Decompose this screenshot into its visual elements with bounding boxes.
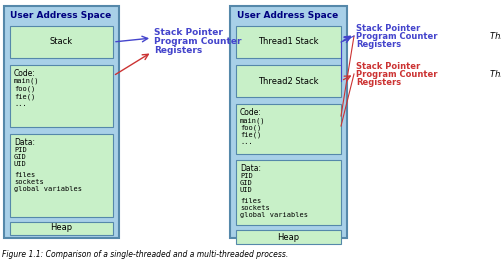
Text: main()
foo()
fie()
...: main() foo() fie() ... xyxy=(240,117,266,145)
Text: Data:: Data: xyxy=(240,164,261,173)
Bar xyxy=(10,134,113,217)
Bar xyxy=(236,160,341,225)
Text: PID
GID
UID: PID GID UID xyxy=(240,173,253,193)
Text: Thread2 Stack: Thread2 Stack xyxy=(258,77,318,85)
Bar xyxy=(10,26,113,58)
Text: files
sockets
global variables: files sockets global variables xyxy=(240,198,308,218)
Text: Program Counter: Program Counter xyxy=(356,70,437,79)
Bar xyxy=(236,26,341,58)
Text: Code:: Code: xyxy=(240,108,262,117)
Bar xyxy=(230,6,347,238)
Bar xyxy=(4,6,119,238)
Text: Heap: Heap xyxy=(50,224,72,232)
Bar xyxy=(236,65,341,97)
Text: Registers: Registers xyxy=(356,40,401,49)
Bar xyxy=(10,65,113,127)
Text: Stack Pointer: Stack Pointer xyxy=(356,24,420,33)
Text: Code:: Code: xyxy=(14,69,36,78)
Text: Registers: Registers xyxy=(154,46,202,55)
Text: Stack: Stack xyxy=(50,38,73,47)
Text: Thread 2: Thread 2 xyxy=(490,70,501,79)
Bar xyxy=(236,104,341,154)
Text: Figure 1.1: Comparison of a single-threaded and a multi-threaded process.: Figure 1.1: Comparison of a single-threa… xyxy=(2,250,288,259)
Text: Stack Pointer: Stack Pointer xyxy=(154,28,223,37)
Text: Thread1 Stack: Thread1 Stack xyxy=(258,38,318,47)
Text: main()
foo()
fie()
...: main() foo() fie() ... xyxy=(14,78,40,107)
Text: User Address Space: User Address Space xyxy=(11,12,112,21)
Text: PID
GID
UID: PID GID UID xyxy=(14,147,27,167)
Text: files
sockets
global variables: files sockets global variables xyxy=(14,172,82,192)
Bar xyxy=(10,222,113,235)
Text: Program Counter: Program Counter xyxy=(154,37,241,46)
Text: Program Counter: Program Counter xyxy=(356,32,437,41)
Bar xyxy=(236,230,341,244)
Text: Data:: Data: xyxy=(14,138,35,147)
Text: Thread 1: Thread 1 xyxy=(490,32,501,41)
Text: Registers: Registers xyxy=(356,78,401,87)
Text: User Address Space: User Address Space xyxy=(237,12,339,21)
Text: Heap: Heap xyxy=(277,232,299,241)
Text: Stack Pointer: Stack Pointer xyxy=(356,62,420,71)
